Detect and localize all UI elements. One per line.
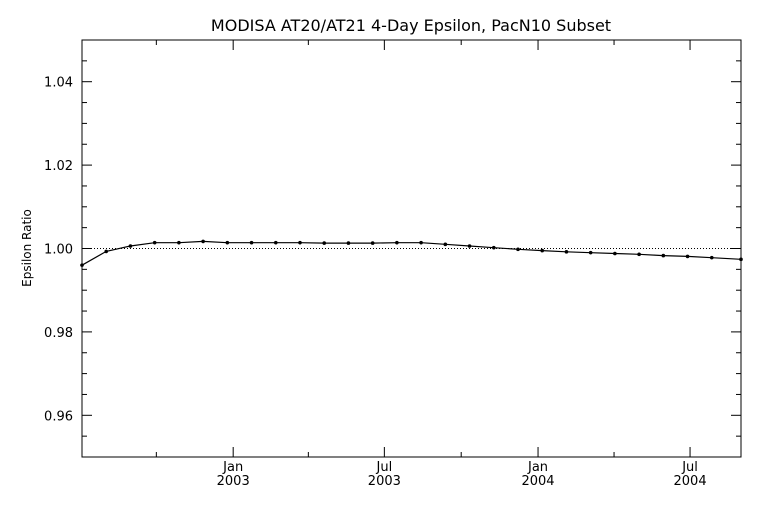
x-tick-label-month: Jan	[222, 460, 243, 475]
data-point	[177, 240, 181, 245]
data-point	[322, 241, 327, 245]
data-point	[298, 240, 302, 245]
y-tick-label: 0.96	[44, 409, 73, 424]
data-point	[346, 241, 351, 245]
data-point	[564, 250, 569, 254]
y-axis-label: Epsilon Ratio	[20, 209, 34, 287]
data-point	[104, 249, 109, 254]
chart-title: MODISA AT20/AT21 4-Day Epsilon, PacN10 S…	[211, 16, 611, 35]
x-tick-label-year: 2003	[368, 474, 401, 489]
data-point	[80, 263, 84, 267]
data-point	[613, 251, 617, 256]
data-point	[637, 252, 641, 257]
tick-labels: 0.960.981.001.021.04Jan2003Jul2003Jan200…	[44, 76, 707, 489]
x-tick-label-month: Jul	[376, 460, 393, 475]
data-point	[273, 240, 278, 245]
plot-frame	[81, 39, 742, 458]
y-tick-label: 0.98	[44, 326, 73, 341]
data-point	[685, 254, 690, 259]
axis-ticks	[82, 39, 741, 458]
data-point	[249, 240, 254, 245]
x-tick-label-year: 2003	[217, 474, 250, 489]
data-point	[709, 255, 714, 260]
data-point	[588, 250, 593, 255]
data-point	[370, 241, 375, 245]
y-tick-label: 1.00	[44, 243, 73, 258]
x-tick-label-month: Jul	[681, 460, 698, 475]
data-point	[152, 240, 157, 245]
x-tick-label-year: 2004	[674, 474, 707, 489]
data-point	[201, 239, 205, 244]
x-tick-label-month: Jan	[527, 460, 548, 475]
data-point	[467, 244, 472, 248]
data-point	[540, 248, 545, 253]
x-tick-label-year: 2004	[521, 474, 554, 489]
data-point	[395, 240, 399, 245]
data-point	[516, 247, 520, 252]
data-point	[225, 240, 230, 245]
data-point	[661, 253, 666, 258]
y-tick-label: 1.04	[44, 76, 73, 91]
data-point	[419, 240, 423, 245]
y-tick-label: 1.02	[44, 159, 73, 174]
data-point	[491, 245, 496, 250]
data-point	[443, 242, 448, 247]
series-line	[81, 240, 742, 266]
data-point	[128, 244, 133, 248]
data-point	[739, 257, 743, 262]
series-layer	[80, 239, 743, 267]
